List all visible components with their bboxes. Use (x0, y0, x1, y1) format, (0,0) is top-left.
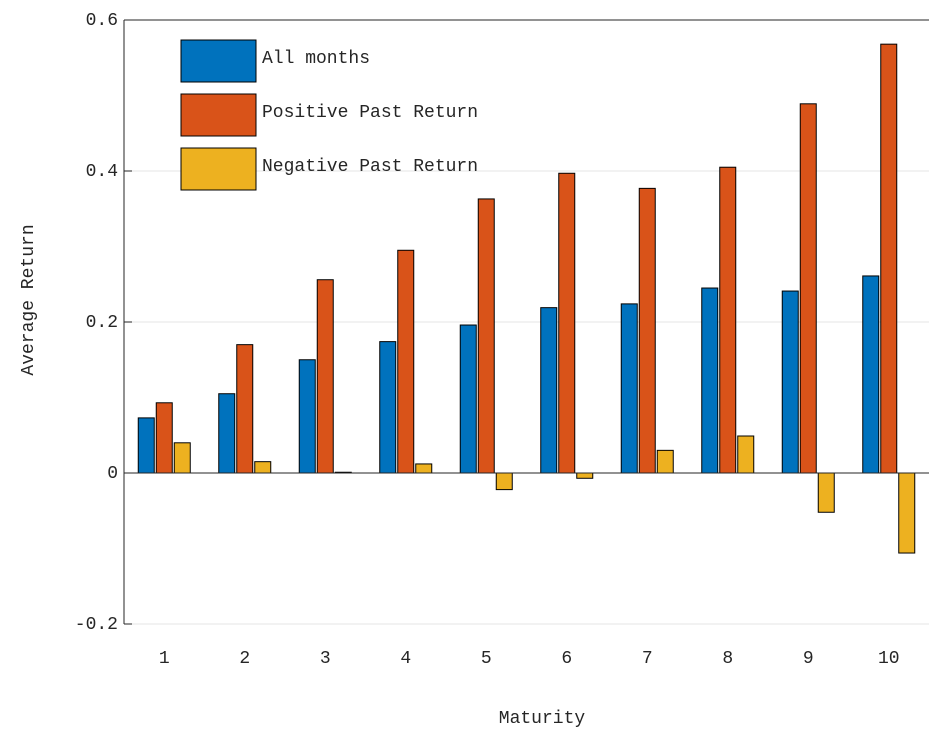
bar (638, 187, 656, 474)
bar (316, 279, 334, 474)
bar (558, 172, 576, 474)
x-tick-label: 3 (320, 649, 331, 669)
bar (173, 442, 191, 474)
bar (799, 103, 817, 474)
bar (737, 435, 755, 474)
y-tick-label: 0.2 (86, 313, 118, 333)
x-axis-label: Maturity (499, 709, 586, 729)
bar (155, 402, 173, 474)
bar (298, 359, 316, 474)
x-tick-label: 8 (722, 649, 733, 669)
y-tick-label: 0.6 (86, 11, 118, 31)
bar (880, 43, 898, 474)
bar (254, 461, 272, 474)
bar (137, 417, 155, 474)
legend-label: Positive Past Return (262, 103, 478, 123)
x-tick-label: 2 (239, 649, 250, 669)
bar (719, 166, 737, 474)
y-tick-label: 0.4 (86, 162, 118, 182)
bar (477, 198, 495, 474)
x-tick-label: 7 (642, 649, 653, 669)
x-tick-label: 4 (400, 649, 411, 669)
x-tick-label: 1 (159, 649, 170, 669)
bar (701, 287, 719, 474)
x-tick-label: 10 (878, 649, 900, 669)
bar (218, 393, 236, 474)
legend-swatch (180, 147, 257, 191)
x-tick-label: 5 (481, 649, 492, 669)
bar (236, 344, 254, 474)
legend-swatch (180, 93, 257, 137)
bar (817, 472, 835, 513)
bar (397, 249, 415, 474)
bar (495, 472, 513, 491)
y-tick-label: 0 (107, 464, 118, 484)
legend-swatch (180, 39, 257, 83)
y-tick-label: -0.2 (75, 615, 118, 635)
legend-label: Negative Past Return (262, 157, 478, 177)
bar (540, 307, 558, 474)
bar (781, 290, 799, 474)
bar (862, 275, 880, 474)
bar (898, 472, 916, 554)
bar (379, 341, 397, 474)
x-tick-label: 6 (561, 649, 572, 669)
legend-label: All months (262, 49, 370, 69)
bar (620, 303, 638, 474)
bar (415, 463, 433, 474)
y-axis-label: Average Return (19, 224, 39, 375)
x-tick-label: 9 (803, 649, 814, 669)
bar (459, 324, 477, 474)
bar (576, 472, 594, 479)
bar (656, 449, 674, 474)
